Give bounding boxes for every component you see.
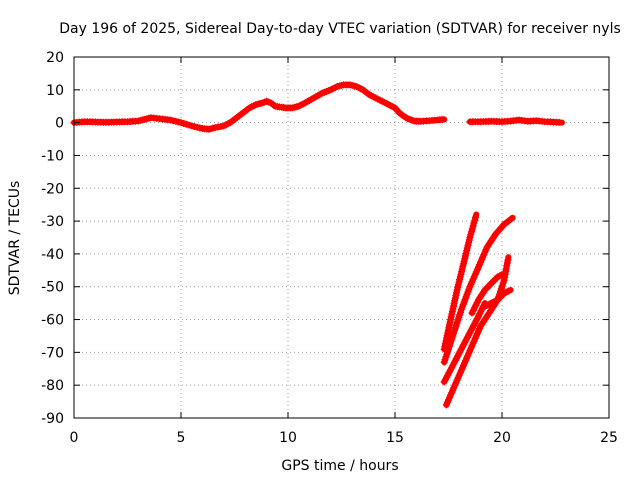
x-tick-label: 20 [493, 430, 511, 446]
y-tick-label: -60 [41, 313, 64, 329]
y-tick-label: -10 [41, 148, 64, 164]
x-axis-title: GPS time / hours [281, 458, 398, 474]
data-point [499, 291, 506, 299]
y-tick-label: -30 [41, 214, 64, 230]
x-tick-label: 25 [600, 430, 618, 446]
y-tick-label: -20 [41, 181, 64, 197]
y-tick-label: 0 [55, 116, 64, 132]
data-series [70, 81, 565, 409]
y-tick-label: 20 [46, 50, 64, 66]
data-point [489, 278, 497, 286]
data-point [472, 213, 479, 221]
y-tick-label: 10 [46, 83, 64, 99]
data-point [491, 276, 498, 284]
y-tick-label: -80 [41, 378, 64, 394]
data-points [468, 271, 506, 317]
grid-lines [74, 57, 609, 418]
data-point [483, 284, 490, 292]
data-point [497, 293, 505, 301]
axis-ticks: 0 5 10 15 20 25 -90 -80 -70 -60 -50 -40 -30 -20 -10 0 10… [41, 50, 618, 446]
y-tick-label: -70 [41, 345, 64, 361]
data-points [440, 213, 479, 353]
y-tick-label: -50 [41, 280, 64, 296]
data-point [481, 286, 489, 294]
y-tick-label: -90 [41, 411, 64, 427]
x-tick-label: 5 [177, 430, 186, 446]
data-point [484, 283, 492, 291]
data-point [555, 118, 563, 126]
data-points [481, 287, 512, 310]
data-point [495, 294, 503, 302]
data-point [487, 279, 495, 287]
data-points [440, 302, 488, 386]
data-point [494, 296, 502, 304]
data-point [498, 271, 506, 279]
data-points [70, 81, 446, 133]
x-tick-label: 0 [70, 430, 79, 446]
y-axis-title: SDTVAR / TECUs [7, 181, 23, 296]
data-point [438, 116, 446, 124]
data-point [394, 107, 402, 115]
data-points [466, 116, 563, 126]
data-point [486, 281, 494, 289]
data-point [504, 287, 512, 295]
data-point [492, 275, 500, 282]
data-point [507, 215, 515, 223]
x-tick-label: 10 [279, 430, 297, 446]
data-points [440, 215, 515, 366]
data-point [504, 256, 512, 264]
chart-title: Day 196 of 2025, Sidereal Day-to-day VTE… [59, 21, 621, 37]
plot-frame [73, 56, 610, 419]
x-tick-label: 15 [386, 430, 404, 446]
y-tick-label: -40 [41, 247, 64, 263]
